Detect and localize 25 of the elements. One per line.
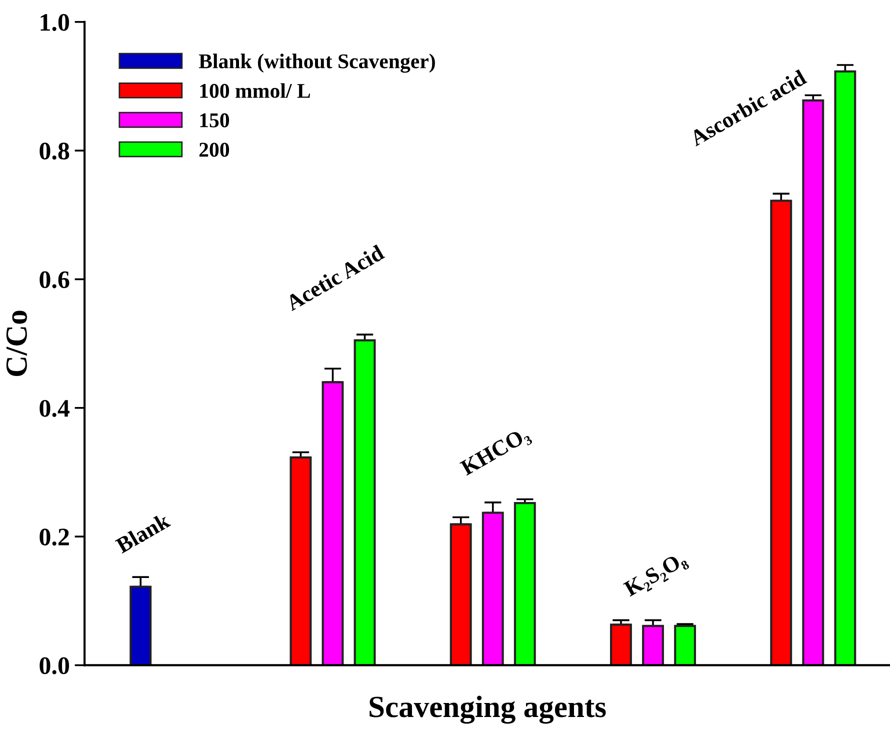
y-tick-label: 0.2: [40, 528, 69, 546]
bar: [514, 502, 536, 666]
bar: [674, 624, 696, 666]
bar: [290, 456, 312, 666]
y-tick-label: 0.0: [40, 657, 70, 674]
y-tick-label: 1.0: [40, 14, 70, 31]
bar: [130, 586, 152, 666]
bar: [322, 381, 344, 666]
bar: [770, 200, 792, 666]
bar: [610, 624, 632, 666]
legend-label: Blank (without Scavenger): [198, 54, 435, 73]
bar: [482, 512, 504, 666]
bar: [642, 624, 664, 666]
legend-label: 200: [199, 142, 230, 157]
bar: [354, 339, 376, 666]
legend-label: 100 mmol/ L: [200, 83, 310, 98]
y-axis-title: C/Co: [6, 310, 27, 376]
legend-label: 150: [200, 113, 230, 128]
y-tick-label: 0.4: [40, 400, 70, 417]
bar: [450, 523, 472, 666]
y-tick-label: 0.6: [40, 271, 70, 288]
bar: [802, 99, 824, 666]
bar: [834, 70, 856, 666]
x-axis-title: Scavenging agents: [370, 696, 606, 724]
y-tick-label: 0.8: [40, 142, 70, 160]
